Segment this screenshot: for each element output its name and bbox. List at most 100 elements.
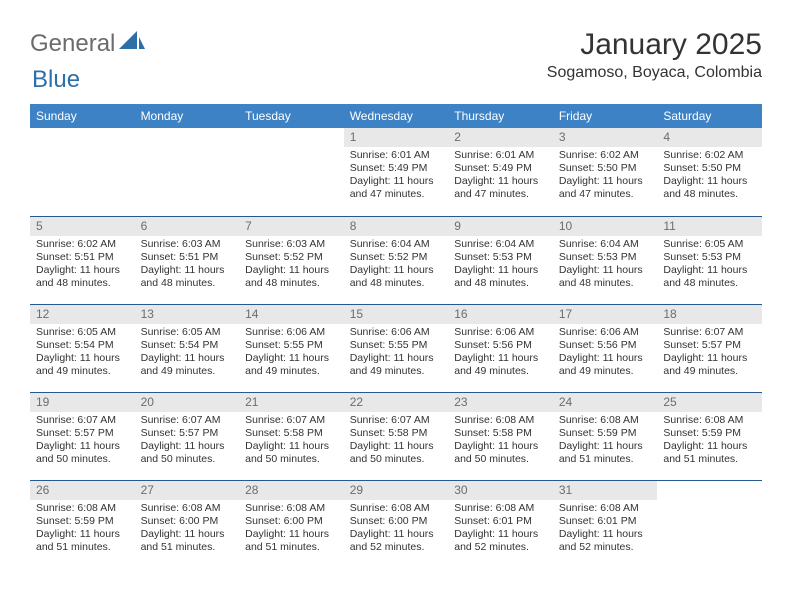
logo-sail-icon	[119, 31, 145, 58]
day-body: Sunrise: 6:06 AMSunset: 5:55 PMDaylight:…	[344, 324, 449, 383]
day-header: Wednesday	[344, 104, 449, 128]
day-body: Sunrise: 6:08 AMSunset: 5:59 PMDaylight:…	[553, 412, 658, 471]
calendar-day	[657, 480, 762, 568]
sunrise-text: Sunrise: 6:07 AM	[663, 326, 756, 339]
sunset-text: Sunset: 5:55 PM	[350, 339, 443, 352]
sunset-text: Sunset: 5:54 PM	[36, 339, 129, 352]
sunrise-text: Sunrise: 6:08 AM	[663, 414, 756, 427]
day-number: 28	[239, 481, 344, 500]
day-body: Sunrise: 6:05 AMSunset: 5:54 PMDaylight:…	[135, 324, 240, 383]
day-body: Sunrise: 6:01 AMSunset: 5:49 PMDaylight:…	[344, 147, 449, 206]
daylight-text: Daylight: 11 hours and 48 minutes.	[663, 175, 756, 201]
calendar-day	[30, 128, 135, 216]
day-body: Sunrise: 6:08 AMSunset: 5:59 PMDaylight:…	[657, 412, 762, 471]
day-body: Sunrise: 6:02 AMSunset: 5:51 PMDaylight:…	[30, 236, 135, 295]
day-body: Sunrise: 6:06 AMSunset: 5:55 PMDaylight:…	[239, 324, 344, 383]
day-number: 2	[448, 128, 553, 147]
sunset-text: Sunset: 5:56 PM	[559, 339, 652, 352]
sunrise-text: Sunrise: 6:04 AM	[454, 238, 547, 251]
sunrise-text: Sunrise: 6:08 AM	[559, 502, 652, 515]
daylight-text: Daylight: 11 hours and 48 minutes.	[36, 264, 129, 290]
sunrise-text: Sunrise: 6:08 AM	[454, 502, 547, 515]
calendar-day: 7Sunrise: 6:03 AMSunset: 5:52 PMDaylight…	[239, 216, 344, 304]
day-number: 29	[344, 481, 449, 500]
sunset-text: Sunset: 5:54 PM	[141, 339, 234, 352]
day-number: 26	[30, 481, 135, 500]
calendar-day: 30Sunrise: 6:08 AMSunset: 6:01 PMDayligh…	[448, 480, 553, 568]
logo-text-general: General	[30, 30, 115, 58]
day-body: Sunrise: 6:07 AMSunset: 5:58 PMDaylight:…	[344, 412, 449, 471]
sunrise-text: Sunrise: 6:06 AM	[559, 326, 652, 339]
day-body: Sunrise: 6:08 AMSunset: 6:00 PMDaylight:…	[239, 500, 344, 559]
sunrise-text: Sunrise: 6:06 AM	[245, 326, 338, 339]
sunrise-text: Sunrise: 6:02 AM	[663, 149, 756, 162]
day-number: 22	[344, 393, 449, 412]
day-number: 11	[657, 217, 762, 236]
calendar-day: 23Sunrise: 6:08 AMSunset: 5:58 PMDayligh…	[448, 392, 553, 480]
sunset-text: Sunset: 5:53 PM	[559, 251, 652, 264]
sunset-text: Sunset: 6:00 PM	[350, 515, 443, 528]
sunset-text: Sunset: 5:59 PM	[559, 427, 652, 440]
daylight-text: Daylight: 11 hours and 49 minutes.	[141, 352, 234, 378]
day-header: Tuesday	[239, 104, 344, 128]
day-number: 3	[553, 128, 658, 147]
sunrise-text: Sunrise: 6:06 AM	[350, 326, 443, 339]
sunset-text: Sunset: 5:49 PM	[454, 162, 547, 175]
calendar-day: 9Sunrise: 6:04 AMSunset: 5:53 PMDaylight…	[448, 216, 553, 304]
daylight-text: Daylight: 11 hours and 51 minutes.	[663, 440, 756, 466]
daylight-text: Daylight: 11 hours and 51 minutes.	[141, 528, 234, 554]
daylight-text: Daylight: 11 hours and 47 minutes.	[454, 175, 547, 201]
day-body: Sunrise: 6:02 AMSunset: 5:50 PMDaylight:…	[657, 147, 762, 206]
sunset-text: Sunset: 5:53 PM	[454, 251, 547, 264]
calendar-week: 19Sunrise: 6:07 AMSunset: 5:57 PMDayligh…	[30, 392, 762, 480]
sunset-text: Sunset: 5:57 PM	[141, 427, 234, 440]
logo: General	[30, 28, 147, 58]
sunset-text: Sunset: 5:50 PM	[559, 162, 652, 175]
day-number: 23	[448, 393, 553, 412]
sunrise-text: Sunrise: 6:04 AM	[559, 238, 652, 251]
sunset-text: Sunset: 6:01 PM	[559, 515, 652, 528]
sunrise-text: Sunrise: 6:08 AM	[36, 502, 129, 515]
sunset-text: Sunset: 5:50 PM	[663, 162, 756, 175]
day-number: 13	[135, 305, 240, 324]
day-body: Sunrise: 6:01 AMSunset: 5:49 PMDaylight:…	[448, 147, 553, 206]
day-number: 4	[657, 128, 762, 147]
sunrise-text: Sunrise: 6:07 AM	[141, 414, 234, 427]
day-header: Sunday	[30, 104, 135, 128]
sunrise-text: Sunrise: 6:02 AM	[36, 238, 129, 251]
calendar-day: 19Sunrise: 6:07 AMSunset: 5:57 PMDayligh…	[30, 392, 135, 480]
sunrise-text: Sunrise: 6:05 AM	[36, 326, 129, 339]
calendar-week: 26Sunrise: 6:08 AMSunset: 5:59 PMDayligh…	[30, 480, 762, 568]
daylight-text: Daylight: 11 hours and 48 minutes.	[245, 264, 338, 290]
daylight-text: Daylight: 11 hours and 48 minutes.	[559, 264, 652, 290]
logo-text-blue: Blue	[32, 66, 80, 94]
day-body: Sunrise: 6:08 AMSunset: 6:00 PMDaylight:…	[135, 500, 240, 559]
sunrise-text: Sunrise: 6:06 AM	[454, 326, 547, 339]
calendar-day: 20Sunrise: 6:07 AMSunset: 5:57 PMDayligh…	[135, 392, 240, 480]
sunrise-text: Sunrise: 6:07 AM	[245, 414, 338, 427]
daylight-text: Daylight: 11 hours and 50 minutes.	[454, 440, 547, 466]
daylight-text: Daylight: 11 hours and 50 minutes.	[141, 440, 234, 466]
sunrise-text: Sunrise: 6:08 AM	[141, 502, 234, 515]
day-number: 7	[239, 217, 344, 236]
day-header-row: Sunday Monday Tuesday Wednesday Thursday…	[30, 104, 762, 128]
sunset-text: Sunset: 5:57 PM	[663, 339, 756, 352]
sunset-text: Sunset: 5:53 PM	[663, 251, 756, 264]
day-body: Sunrise: 6:05 AMSunset: 5:54 PMDaylight:…	[30, 324, 135, 383]
day-number: 5	[30, 217, 135, 236]
calendar-day: 18Sunrise: 6:07 AMSunset: 5:57 PMDayligh…	[657, 304, 762, 392]
calendar-day: 12Sunrise: 6:05 AMSunset: 5:54 PMDayligh…	[30, 304, 135, 392]
day-number: 30	[448, 481, 553, 500]
daylight-text: Daylight: 11 hours and 52 minutes.	[454, 528, 547, 554]
day-body: Sunrise: 6:07 AMSunset: 5:58 PMDaylight:…	[239, 412, 344, 471]
calendar-day: 6Sunrise: 6:03 AMSunset: 5:51 PMDaylight…	[135, 216, 240, 304]
sunrise-text: Sunrise: 6:05 AM	[663, 238, 756, 251]
sunset-text: Sunset: 5:55 PM	[245, 339, 338, 352]
calendar-day: 16Sunrise: 6:06 AMSunset: 5:56 PMDayligh…	[448, 304, 553, 392]
sunrise-text: Sunrise: 6:04 AM	[350, 238, 443, 251]
daylight-text: Daylight: 11 hours and 50 minutes.	[350, 440, 443, 466]
calendar-day: 2Sunrise: 6:01 AMSunset: 5:49 PMDaylight…	[448, 128, 553, 216]
sunset-text: Sunset: 5:52 PM	[245, 251, 338, 264]
daylight-text: Daylight: 11 hours and 48 minutes.	[350, 264, 443, 290]
day-body: Sunrise: 6:07 AMSunset: 5:57 PMDaylight:…	[30, 412, 135, 471]
